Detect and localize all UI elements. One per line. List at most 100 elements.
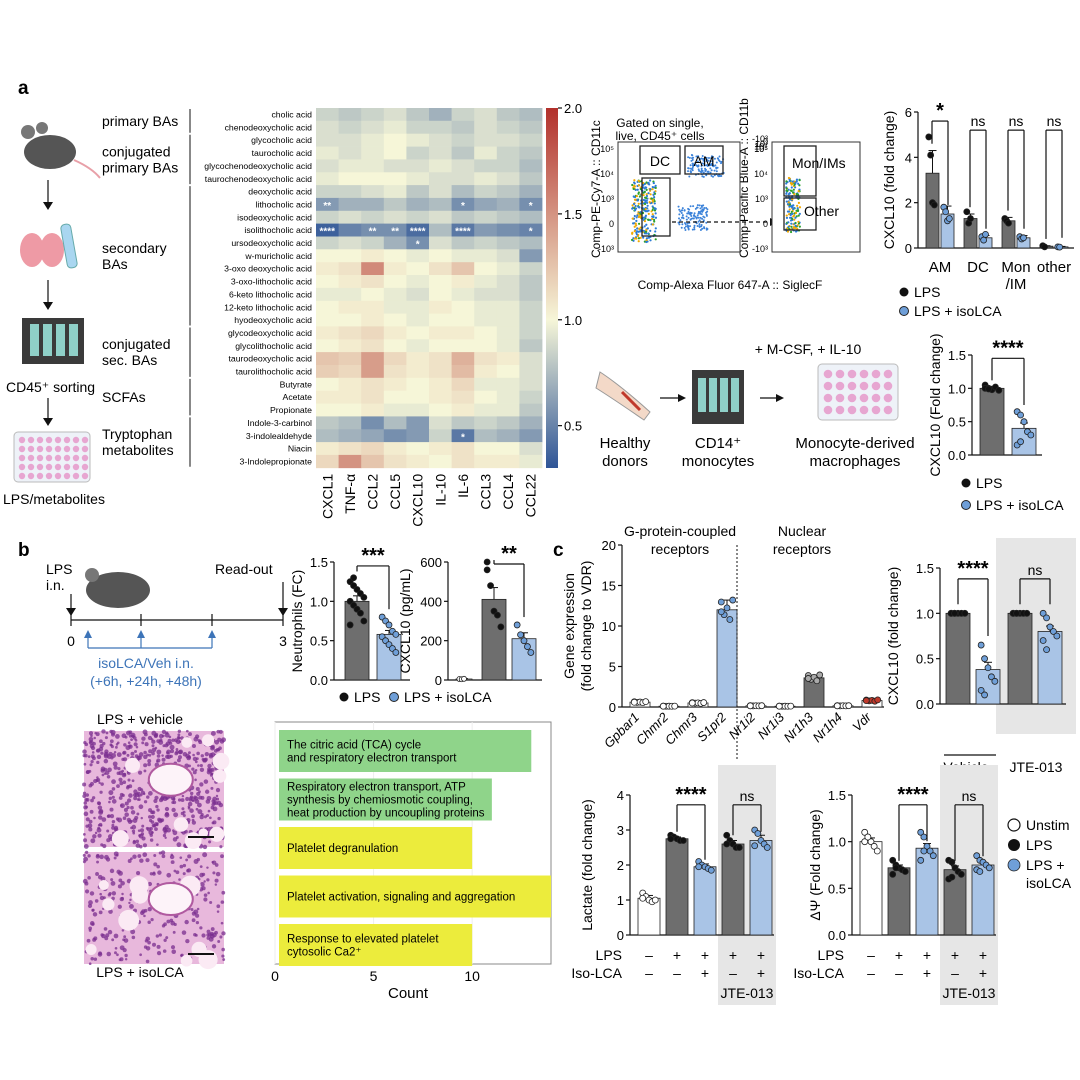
heatmap-cell: [338, 300, 362, 315]
histology-nucleus: [132, 854, 137, 859]
histology-nucleus: [219, 739, 225, 744]
histology-airspace: [98, 879, 109, 891]
histology-nucleus: [177, 733, 181, 737]
heatmap-column-label: CCL2: [365, 474, 381, 510]
flow-event: [797, 222, 801, 225]
histology-nucleus: [93, 816, 96, 820]
sorter-tube: [69, 324, 78, 356]
histology-nucleus: [185, 729, 189, 733]
condition-label: LPS: [818, 947, 844, 963]
heatmap-cell: [451, 377, 475, 392]
heatmap-cell: [474, 442, 498, 456]
histology-nucleus: [87, 755, 91, 759]
data-point: [874, 696, 882, 704]
histology-nucleus: [109, 739, 114, 744]
histology-nucleus: [134, 792, 140, 798]
bar: [665, 838, 689, 936]
histology-nucleus: [96, 776, 99, 779]
histology-nucleus: [163, 830, 167, 834]
arrow-head: [43, 418, 53, 426]
heatmap-cell: [519, 300, 543, 315]
heatmap-cell: [361, 197, 385, 212]
heatmap-cell: [474, 172, 498, 186]
data-point: [717, 598, 725, 606]
flow-event: [643, 220, 647, 223]
flow-event: [653, 192, 657, 195]
histology-nucleus: [141, 741, 145, 745]
histology-nucleus: [114, 946, 118, 950]
flow-event: [635, 216, 638, 219]
flow-event: [787, 210, 791, 213]
histology-nucleus: [113, 750, 117, 754]
flow-event: [718, 175, 721, 178]
histology-nucleus: [182, 814, 186, 818]
histology-airspace: [85, 943, 97, 955]
data-point: [726, 616, 734, 623]
flow-event: [793, 206, 796, 210]
flow-event: [696, 164, 699, 167]
data-point: [1020, 418, 1028, 426]
histology-nucleus: [181, 794, 185, 798]
heatmap-cell: [429, 172, 452, 186]
plate-well: [72, 436, 80, 444]
heatmap-cell: [406, 377, 430, 392]
heatmap-cell: [361, 429, 385, 443]
flow-event: [793, 183, 796, 187]
significance-label: *: [936, 100, 944, 122]
heatmap-cell: [406, 159, 430, 173]
histology-nucleus: [195, 807, 199, 811]
legend-iso-label-c-line2: isoLCA: [1026, 875, 1072, 891]
heatmap-cell: [383, 287, 407, 302]
lung-icon: [40, 233, 64, 267]
histology-nucleus: [123, 938, 129, 943]
histology-nucleus: [178, 755, 182, 760]
histology-nucleus: [122, 780, 127, 785]
arrow-head: [84, 630, 92, 638]
flow-event: [697, 216, 700, 219]
histology-nucleus: [130, 826, 133, 830]
y-tick-label: 3: [617, 823, 624, 838]
x-category-label: DC: [967, 259, 989, 276]
data-point: [392, 630, 400, 638]
data-point: [862, 697, 870, 705]
flow-event: [798, 184, 801, 187]
category-label: primary BAs: [102, 113, 178, 129]
histology-nucleus: [210, 730, 216, 736]
flow-event: [653, 195, 656, 199]
flow-event: [643, 225, 646, 228]
flow-axis-tick: -10³: [752, 244, 768, 254]
heatmap-cell: [361, 262, 385, 276]
heatmap-cell: [316, 197, 339, 212]
flow-event: [643, 202, 647, 206]
heatmap-cell: [429, 210, 452, 225]
heatmap-cell: [383, 403, 407, 417]
heatmap-cell: [451, 326, 475, 340]
histology-nucleus: [137, 798, 141, 801]
plate-well: [72, 472, 80, 480]
flow-event: [633, 198, 637, 201]
mdm-step1-line2: donors: [602, 453, 648, 470]
plate-well: [27, 436, 35, 444]
histology-nucleus: [104, 736, 108, 740]
flow-event: [700, 169, 703, 172]
flow-event: [684, 228, 687, 231]
flow-event: [794, 211, 798, 214]
gene-label: Nr1h3: [780, 709, 816, 745]
condition-sign: +: [923, 965, 931, 981]
histology-nucleus: [122, 816, 127, 821]
heatmap-cell: [474, 287, 498, 302]
flow-event: [697, 212, 700, 215]
heatmap-cell: [429, 275, 452, 289]
histology-nucleus: [98, 815, 103, 820]
heatmap-cell: [496, 377, 520, 392]
data-point: [357, 609, 364, 617]
histology-nucleus: [82, 791, 87, 795]
histology-nucleus: [189, 791, 194, 796]
data-point: [1046, 623, 1054, 631]
heatmap-cell: [361, 185, 385, 199]
heatmap-row-label: isolithocholic acid: [244, 225, 312, 235]
histology-nucleus: [173, 869, 177, 873]
flow-event: [797, 214, 800, 217]
data-point: [527, 649, 535, 656]
